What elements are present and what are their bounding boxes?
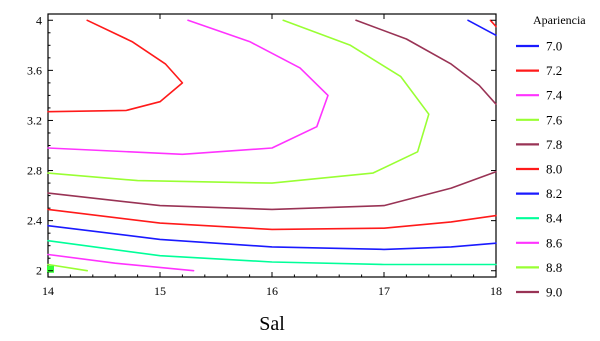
legend-label: 9.0 bbox=[546, 285, 562, 300]
legend-label: 7.2 bbox=[546, 63, 562, 78]
y-tick-label: 3.2 bbox=[27, 113, 42, 127]
legend-label: 8.0 bbox=[546, 162, 562, 177]
legend-label: 7.6 bbox=[546, 112, 563, 127]
x-tick-label: 14 bbox=[42, 284, 54, 298]
plot-area: 14 15 16 17 18 2 2.4 2.8 3.2 3.6 4 bbox=[27, 13, 502, 298]
contour-line-8-2 bbox=[47, 224, 497, 251]
contour-line-8-6 bbox=[47, 253, 195, 272]
legend: Apariencia 7.0 7.2 7.4 7.6 7.8 8.0 8.2 8.4 8.6 8.… bbox=[516, 13, 586, 300]
y-tick-label: 4 bbox=[36, 13, 42, 27]
contour-line-7-6 bbox=[47, 19, 430, 184]
contour-line-7-8 bbox=[47, 171, 497, 211]
legend-title: Apariencia bbox=[533, 13, 586, 27]
contour-line-8-0 bbox=[47, 208, 497, 231]
y-tick-label: 3.6 bbox=[27, 63, 42, 77]
x-tick-label: 16 bbox=[266, 284, 278, 298]
y-tick-label: 2 bbox=[36, 264, 42, 278]
legend-label: 8.8 bbox=[546, 260, 562, 275]
x-tick-label: 18 bbox=[490, 284, 502, 298]
y-tick-label: 2.4 bbox=[27, 214, 42, 228]
contour-line-7-2 bbox=[47, 19, 184, 113]
x-tick-label: 17 bbox=[378, 284, 390, 298]
legend-label: 7.0 bbox=[546, 39, 562, 54]
legend-entries: 7.0 7.2 7.4 7.6 7.8 8.0 8.2 8.4 8.6 8.8 9.0 bbox=[516, 39, 563, 300]
contour-line-7-8 bbox=[355, 19, 497, 105]
x-tick-label: 15 bbox=[154, 284, 166, 298]
contour-line-7-2 bbox=[489, 19, 497, 28]
contour-line-7-0 bbox=[467, 19, 497, 37]
x-axis-ticks: 14 15 16 17 18 bbox=[42, 14, 502, 298]
contour-line-7-4 bbox=[47, 19, 329, 156]
x-axis-label: Sal bbox=[259, 313, 285, 335]
data-markers bbox=[47, 265, 54, 273]
contour-line-8-4 bbox=[47, 239, 497, 266]
legend-label: 8.2 bbox=[546, 186, 562, 201]
contour-lines bbox=[47, 19, 497, 272]
contour-line-8-8 bbox=[47, 263, 88, 272]
legend-label: 8.6 bbox=[546, 235, 563, 250]
legend-label: 7.8 bbox=[546, 137, 562, 152]
legend-label: 8.4 bbox=[546, 211, 563, 226]
data-marker bbox=[47, 265, 54, 273]
y-axis-ticks: 2 2.4 2.8 3.2 3.6 4 bbox=[27, 13, 496, 278]
y-tick-label: 2.8 bbox=[27, 164, 42, 178]
plot-frame bbox=[47, 13, 497, 278]
legend-label: 7.4 bbox=[546, 88, 563, 103]
